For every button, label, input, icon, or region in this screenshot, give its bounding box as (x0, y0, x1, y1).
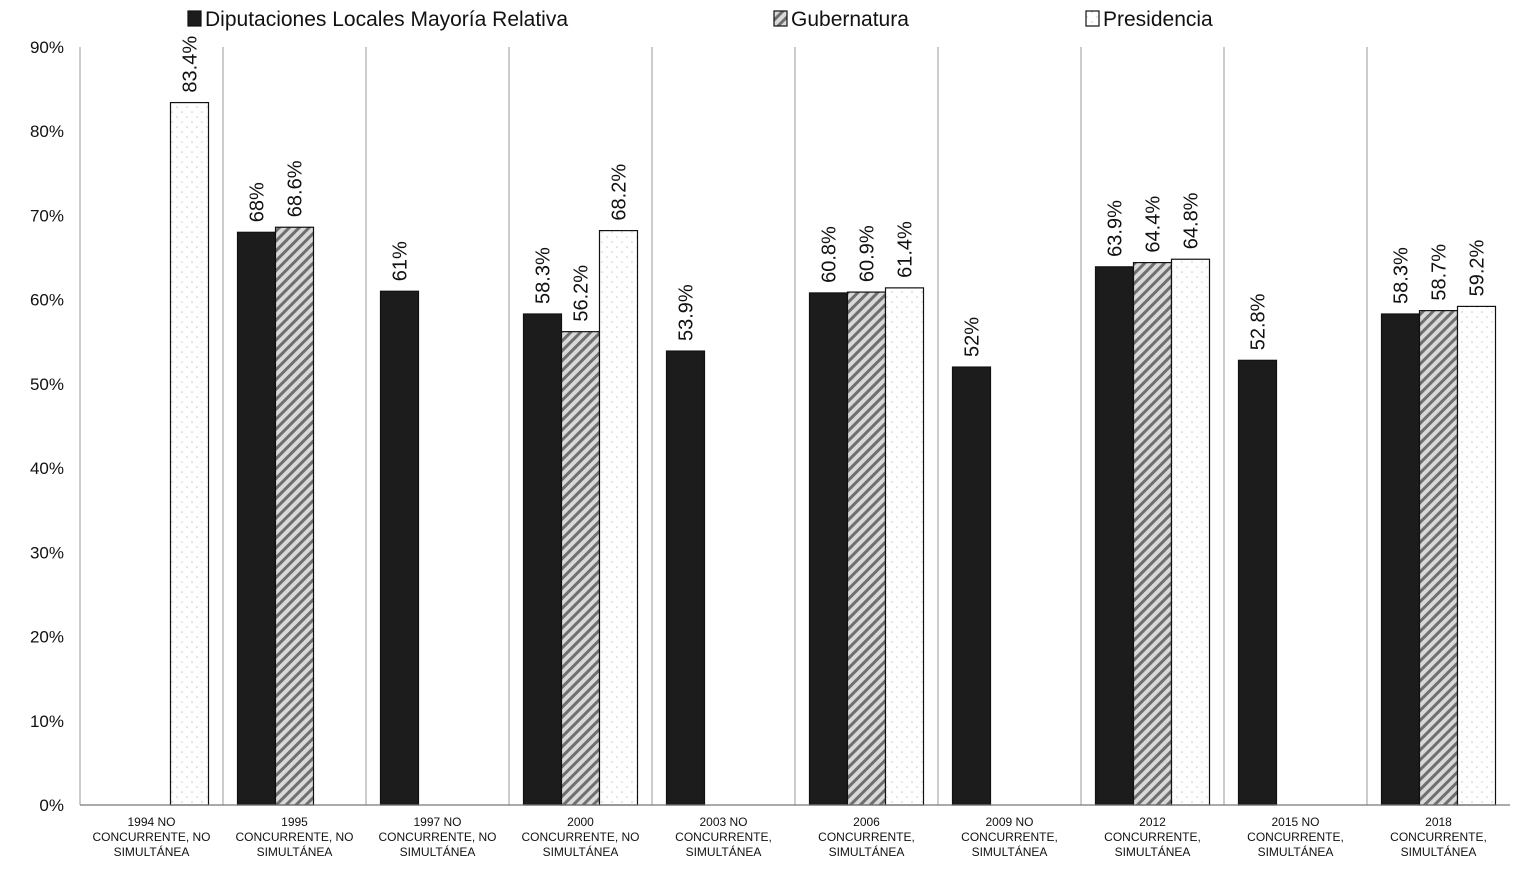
bar (560, 331, 601, 806)
legend-swatch (773, 10, 788, 27)
legend-swatch (1085, 10, 1100, 27)
y-tick-label: 0% (39, 796, 64, 815)
x-category-label: 2000 CONCURRENTE, NO SIMULTÁNEA (521, 815, 639, 859)
bar (1094, 266, 1135, 806)
data-label: 64.4% (1143, 196, 1165, 253)
y-tick-label: 80% (30, 122, 64, 141)
bar (808, 292, 849, 806)
bar (379, 290, 420, 806)
data-label: 83.4% (180, 36, 202, 93)
y-tick-label: 70% (30, 206, 64, 225)
data-label: 59.2% (1467, 239, 1489, 296)
legend-entry: Presidencia (1103, 8, 1213, 31)
data-label: 58.3% (533, 247, 555, 304)
data-label: 60.9% (857, 225, 879, 282)
bar (1170, 258, 1211, 806)
x-category-label: 1995 CONCURRENTE, NO SIMULTÁNEA (235, 815, 353, 859)
data-label: 52.8% (1248, 293, 1270, 350)
y-tick-label: 30% (30, 543, 64, 562)
bars (169, 101, 1497, 806)
data-label: 68.2% (609, 164, 631, 221)
bar (522, 313, 563, 806)
x-category-label: 2009 NO CONCURRENTE, SIMULTÁNEA (961, 815, 1058, 859)
x-category-label: 2006 CONCURRENTE, SIMULTÁNEA (818, 815, 915, 859)
bar (1380, 313, 1421, 806)
data-label: 56.2% (571, 265, 593, 322)
y-tick-label: 60% (30, 291, 64, 310)
y-tick-label: 90% (30, 38, 64, 57)
legend: Diputaciones Locales Mayoría Relativa Gub… (187, 8, 1213, 31)
y-tick-label: 20% (30, 628, 64, 647)
bar (1456, 305, 1497, 806)
data-label: 68.6% (285, 160, 307, 217)
data-label: 63.9% (1105, 200, 1127, 257)
category-separators (222, 47, 1368, 805)
legend-entry: Gubernatura (791, 8, 909, 31)
legend-swatch (187, 10, 202, 27)
data-label: 61.4% (895, 221, 917, 278)
x-category-label: 2012 CONCURRENTE, SIMULTÁNEA (1104, 815, 1201, 859)
data-label: 64.8% (1181, 192, 1203, 249)
data-label: 52% (962, 317, 984, 357)
bar (846, 291, 887, 806)
data-label: 61% (390, 241, 412, 281)
x-category-label: 1997 NO CONCURRENTE, NO SIMULTÁNEA (378, 815, 496, 859)
x-category-label: 1994 NO CONCURRENTE, NO SIMULTÁNEA (92, 815, 210, 859)
x-category-label: 2018 CONCURRENTE, SIMULTÁNEA (1390, 815, 1487, 859)
bar (1418, 310, 1459, 806)
bar (665, 350, 706, 806)
y-tick-label: 50% (30, 375, 64, 394)
bar (274, 226, 315, 806)
bar (236, 231, 277, 806)
x-axis: 1994 NO CONCURRENTE, NO SIMULTÁNEA 1995 CONC… (80, 804, 1510, 859)
x-category-label: 2003 NO CONCURRENTE, SIMULTÁNEA (675, 815, 772, 859)
y-axis: 0% 10% 20% 30% 40% 50% 60% 70% 80% 90% (30, 38, 81, 815)
bar (1237, 359, 1278, 806)
legend-entry: Diputaciones Locales Mayoría Relativa (205, 8, 568, 31)
y-tick-label: 40% (30, 459, 64, 478)
data-label: 58.3% (1391, 247, 1413, 304)
x-category-label: 2015 NO CONCURRENTE, SIMULTÁNEA (1247, 815, 1344, 859)
data-label: 53.9% (676, 284, 698, 341)
data-label: 68% (247, 182, 269, 222)
bar (169, 101, 210, 806)
bar (884, 287, 925, 806)
data-labels: 68% 61% 58.3% 53.9% 60.8% 52% 63.9% 52.8% 58.3% 6… (180, 36, 1489, 357)
bar (598, 230, 639, 806)
data-label: 58.7% (1429, 244, 1451, 301)
bar (951, 366, 992, 806)
y-tick-label: 10% (30, 712, 64, 731)
bar (1132, 262, 1173, 806)
data-label: 60.8% (819, 226, 841, 283)
